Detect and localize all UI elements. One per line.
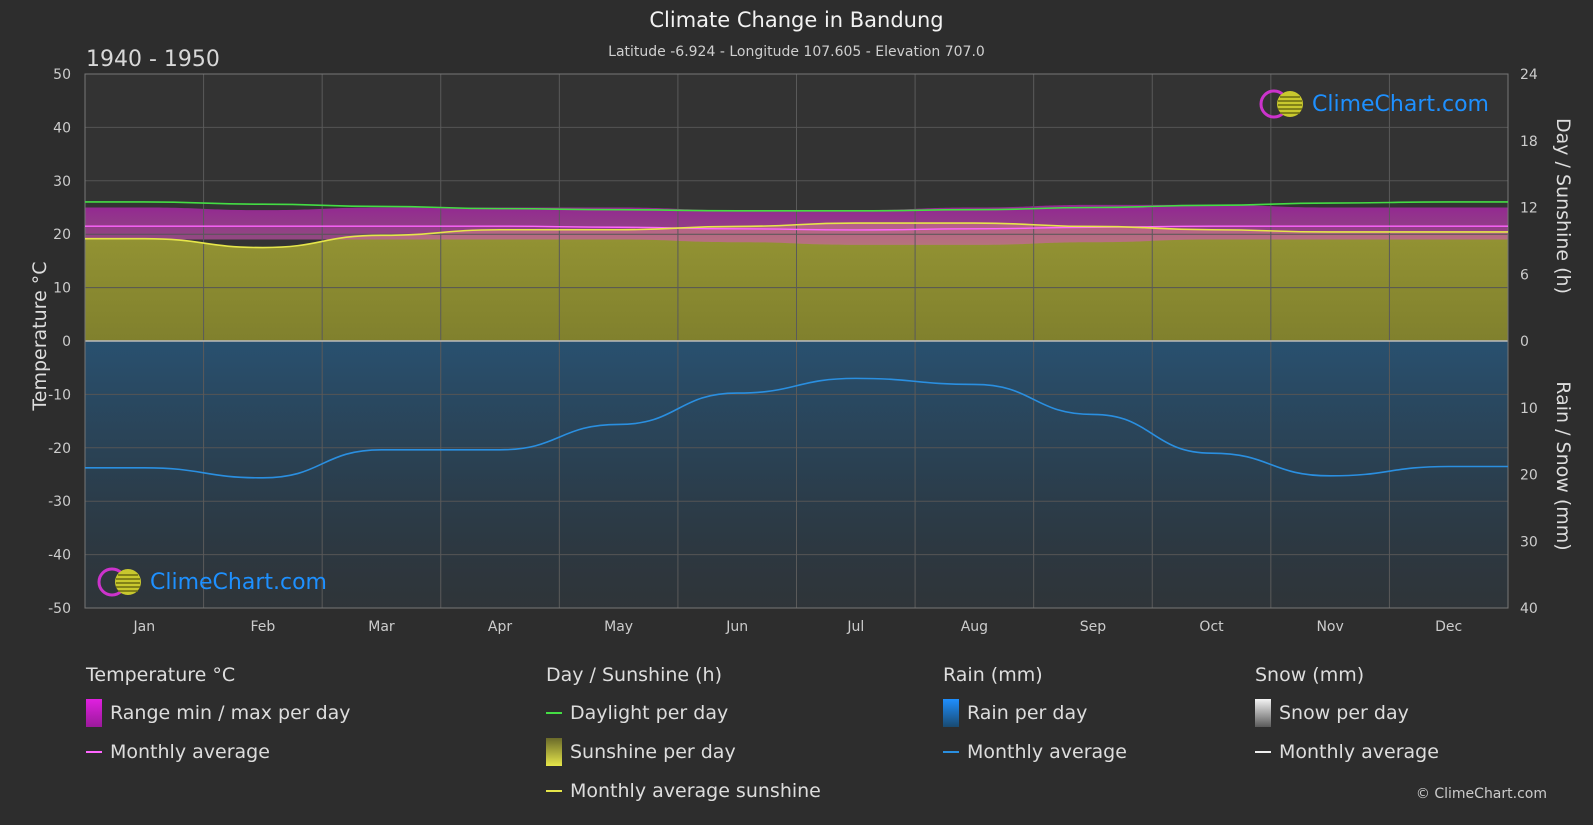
month-label: Jan [132,619,155,635]
month-label: Sep [1080,619,1107,635]
logo-icon [97,567,141,597]
right-bottom-tick-label: 40 [1520,601,1538,617]
right-bottom-tick-label: 10 [1520,401,1538,417]
right-bottom-tick-label: 30 [1520,534,1538,550]
right-top-tick-label: 24 [1520,67,1538,83]
legend-daylight-label: Daylight per day [570,702,729,724]
right-top-axis-title: Day / Sunshine (h) [1552,117,1574,294]
legend-sunshine-day: Sunshine per day [546,738,821,766]
month-label: Oct [1199,619,1224,635]
left-tick-label: 50 [53,67,71,83]
period-label: 1940 - 1950 [86,47,220,72]
chart-subtitle: Latitude -6.924 - Longitude 107.605 - El… [608,44,985,60]
daylight-line [85,201,1508,212]
legend-sunshine-avg: Monthly average sunshine [546,779,821,803]
rain-swatch [943,699,959,727]
legend-sunshine-heading: Day / Sunshine (h) [546,664,723,686]
snow-swatch [1255,699,1271,727]
month-label: Nov [1316,619,1343,635]
month-label: Aug [961,619,988,635]
month-label: Jul [846,619,864,635]
month-label: Jun [725,619,748,635]
rain-avg-swatch [943,751,959,753]
left-tick-label: 20 [53,227,71,243]
legend-temp-range-label: Range min / max per day [110,702,351,724]
daylight-swatch [546,712,562,714]
legend-daylight: Daylight per day [546,701,821,725]
legend-rain-heading: Rain (mm) [943,664,1043,686]
left-tick-label: -30 [48,494,71,510]
month-label: Feb [250,619,275,635]
left-tick-label: -40 [48,548,71,564]
temp-range-swatch [86,699,102,727]
month-label: Mar [368,619,395,635]
legend-snow-avg: Monthly average [1255,740,1439,764]
left-tick-label: 30 [53,174,71,190]
legend-rain-label: Rain per day [967,702,1088,724]
chart-title: Climate Change in Bandung [649,8,944,32]
right-top-tick-label: 0 [1520,334,1529,350]
legend-rain-day: Rain per day [943,699,1127,727]
logo-bottom[interactable]: ClimeChart.com [96,566,327,598]
plot-border [84,73,1509,609]
right-top-tick-label: 12 [1520,201,1538,217]
left-tick-label: -20 [48,441,71,457]
legend-temp-avg-label: Monthly average [110,741,270,763]
temp-avg-line [84,225,1508,231]
copyright: © ClimeChart.com [1415,786,1547,802]
month-label: Dec [1435,619,1462,635]
legend-snow-day: Snow per day [1255,699,1439,727]
left-tick-label: -10 [48,387,71,403]
right-bottom-tick-label: 20 [1520,468,1538,484]
temp-avg-swatch [86,751,102,753]
legend-temperature-heading: Temperature °C [86,664,236,686]
legend-rain-avg: Monthly average [943,740,1127,764]
logo-icon [1259,89,1303,119]
legend-rain: Rain (mm) Rain per day Monthly average [943,664,1127,779]
legend-temp-avg: Monthly average [86,740,351,764]
legend-temp-range: Range min / max per day [86,699,351,727]
right-top-tick-label: 18 [1520,134,1538,150]
rain-avg-line [85,377,1508,479]
sunshine-swatch [546,738,562,766]
legend-snow: Snow (mm) Snow per day Monthly average [1255,664,1439,779]
legend-temperature: Temperature °C Range min / max per day M… [86,664,351,779]
logo-text: ClimeChart.com [150,569,327,595]
legend-sunshine-label: Sunshine per day [570,741,736,763]
logo-text: ClimeChart.com [1312,91,1489,117]
logo-top[interactable]: ClimeChart.com [1258,88,1489,120]
right-top-tick-label: 6 [1520,267,1529,283]
right-bottom-axis-title: Rain / Snow (mm) [1552,381,1574,551]
left-tick-label: 0 [62,334,71,350]
month-label: Apr [488,619,512,635]
legend-snow-avg-label: Monthly average [1279,741,1439,763]
legend-sunshine-avg-label: Monthly average sunshine [570,780,821,802]
sunshine-avg-line [84,222,1508,249]
left-tick-label: -50 [48,601,71,617]
month-label: May [604,619,633,635]
sunshine-avg-swatch [546,790,562,792]
left-tick-label: 10 [53,281,71,297]
legend-sunshine: Day / Sunshine (h) Daylight per day Suns… [546,664,821,818]
left-tick-label: 40 [53,120,71,136]
legend-snow-heading: Snow (mm) [1255,664,1365,686]
left-axis-title: Temperature °C [29,261,51,411]
legend-rain-avg-label: Monthly average [967,741,1127,763]
legend-snow-label: Snow per day [1279,702,1409,724]
snow-avg-swatch [1255,751,1271,753]
